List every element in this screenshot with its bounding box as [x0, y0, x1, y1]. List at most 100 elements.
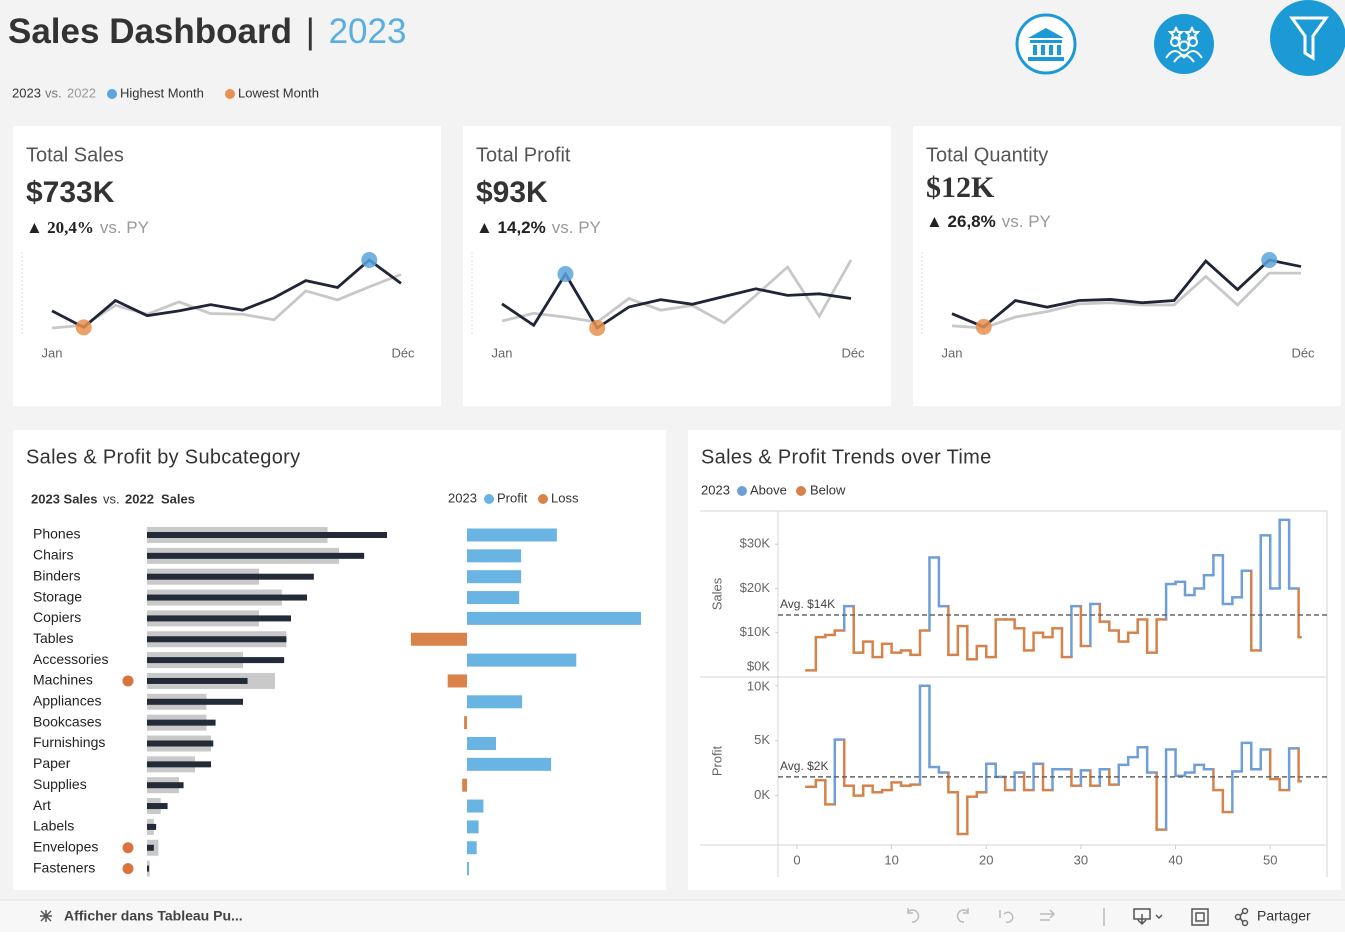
button-circle[interactable] — [1015, 13, 1077, 75]
below-py-marker — [122, 863, 134, 875]
axis-label: Sales — [709, 577, 724, 610]
line — [501, 271, 852, 330]
profit-bar — [467, 653, 577, 667]
kpi-change-value: ▲ 14,2% — [476, 218, 546, 237]
highest-month — [557, 265, 574, 282]
row-label: Tables — [33, 630, 73, 646]
bank-button[interactable] — [1015, 13, 1077, 75]
row-label: Fasteners — [33, 859, 95, 875]
line — [51, 273, 402, 330]
row-label: Machines — [33, 672, 93, 688]
row-label: Storage — [33, 588, 82, 604]
kpi-change-value: ▲ 20,4% — [26, 218, 94, 237]
x-tick-label: 30 — [1074, 852, 1088, 867]
title-main: Sales Dashboard — [8, 12, 292, 51]
y-tick-label: $20K — [740, 580, 771, 595]
row-label: Chairs — [33, 547, 73, 563]
customers-button[interactable] — [1154, 14, 1214, 74]
button-circle[interactable] — [1154, 14, 1214, 74]
lowest-month — [75, 319, 92, 336]
kpi-change-label: vs. PY — [100, 218, 149, 237]
bar-current — [147, 823, 157, 830]
kpi-title: Total Profit — [476, 144, 571, 166]
kpi-card — [463, 126, 891, 406]
legend-dot — [796, 486, 806, 496]
bar-current — [147, 803, 168, 810]
y-tick-label: 5K — [754, 732, 770, 747]
legend-profit: Profit — [497, 490, 528, 505]
legend-low: Lowest Month — [238, 85, 319, 100]
x-tick-label: Déc — [391, 345, 415, 360]
bar-current — [147, 677, 248, 684]
row-label: Art — [33, 797, 51, 813]
line — [51, 258, 402, 329]
kpi-change-value: ▲ 26,8% — [926, 212, 996, 231]
legend-2023-sales: 2023 Sales — [31, 491, 98, 506]
legend-high: Highest Month — [120, 85, 204, 100]
legend-low-dot — [225, 89, 235, 99]
y-tick-label: $0K — [747, 658, 770, 673]
kpi-value: $733K — [26, 176, 115, 209]
view-link[interactable]: Afficher dans Tableau Pu... — [64, 908, 243, 924]
line — [951, 258, 1302, 329]
card-title: Sales & Profit Trends over Time — [701, 446, 992, 468]
filter-button[interactable] — [1270, 0, 1345, 76]
legend-vs: vs. — [45, 85, 62, 100]
below-py-marker — [122, 842, 134, 854]
legend-year: 2023 — [701, 482, 730, 497]
legend-loss: Loss — [551, 490, 579, 505]
profit-bar — [467, 737, 496, 750]
y-tick-label: 0K — [754, 787, 770, 802]
bar-current — [147, 532, 387, 538]
legend-above: Above — [750, 482, 787, 497]
line — [951, 271, 1301, 330]
kpi-value: $93K — [476, 176, 548, 209]
profit-bar — [410, 632, 467, 646]
bar-current — [147, 719, 216, 726]
filter-icon — [1289, 16, 1329, 61]
y-tick-label: 10K — [747, 678, 770, 693]
axis-label: Profit — [709, 745, 724, 776]
kpi-change: ▲ 26,8% vs. PY — [926, 212, 1051, 231]
bank-icon — [1028, 28, 1064, 61]
profit-bar — [467, 841, 477, 855]
bar-current — [147, 865, 150, 872]
kpi-title: Total Sales — [26, 144, 124, 166]
kpi-change-label: vs. PY — [1002, 212, 1051, 231]
trend-card — [688, 430, 1341, 890]
toolbar — [0, 900, 1345, 932]
bar-current — [147, 615, 291, 622]
avg-label: Avg. $2K — [780, 759, 828, 773]
profit-bar — [467, 862, 469, 876]
profit-bar — [462, 778, 467, 792]
profit-bar — [467, 591, 520, 605]
people-icon — [1165, 25, 1203, 63]
legend-2022: 2022 — [125, 491, 154, 506]
button-circle[interactable] — [1270, 0, 1345, 76]
row-label: Envelopes — [33, 838, 98, 854]
legend-vs: vs. — [103, 491, 120, 506]
row-label: Supplies — [33, 776, 87, 792]
profit-bar — [464, 716, 467, 730]
profit-bar — [467, 528, 557, 542]
title-year: 2023 — [329, 12, 407, 51]
row-label: Paper — [33, 755, 71, 771]
row-label: Accessories — [33, 651, 108, 667]
share-button[interactable]: Partager — [1257, 908, 1311, 924]
highest-month — [361, 252, 378, 268]
profit-bar — [447, 674, 467, 688]
x-tick-label: 10 — [884, 852, 898, 867]
title-separator: | — [306, 12, 315, 51]
row-label: Bookcases — [33, 713, 101, 729]
line — [501, 259, 853, 325]
bar-current — [147, 782, 184, 789]
legend-sales: Sales — [161, 491, 195, 506]
x-tick-label: Déc — [1291, 345, 1315, 360]
bar-current — [147, 740, 214, 747]
profit-bar — [467, 611, 641, 625]
row-label: Binders — [33, 567, 80, 583]
bar-current — [147, 552, 365, 559]
dashboard-title: Sales Dashboard | 2023 — [8, 12, 406, 51]
lowest-month — [589, 320, 606, 336]
